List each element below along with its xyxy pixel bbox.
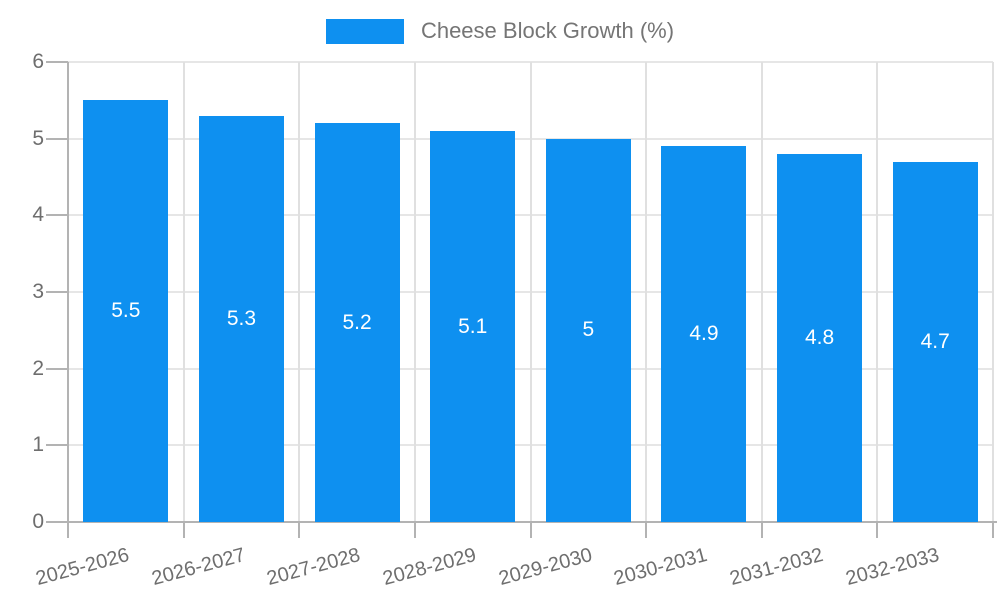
- x-axis-tick: [645, 522, 648, 538]
- y-axis-tick: [46, 444, 68, 447]
- x-axis-tick-label: 2026-2027: [149, 543, 248, 590]
- x-grid-line: [876, 62, 879, 522]
- x-axis-tick: [413, 522, 416, 538]
- bar: [430, 131, 516, 522]
- bar: [545, 138, 631, 522]
- y-axis-tick: [46, 521, 68, 523]
- x-axis-tick: [298, 522, 301, 538]
- x-grid-line: [298, 62, 301, 522]
- x-grid-line: [760, 62, 763, 522]
- x-axis-tick-label: 2031-2032: [727, 543, 826, 590]
- bar: [892, 161, 978, 522]
- y-axis-tick-label: 0: [32, 510, 44, 533]
- x-grid-line: [992, 62, 994, 522]
- x-axis-tick-label: 2029-2030: [496, 543, 595, 590]
- bar-value-label: 5.2: [342, 310, 372, 334]
- legend[interactable]: Cheese Block Growth (%): [0, 14, 1000, 48]
- x-axis-tick-label: 2032-2033: [843, 543, 942, 590]
- bar-value-label: 5.3: [226, 306, 257, 330]
- bar-value-label: 5.5: [111, 299, 141, 323]
- x-axis-tick-label: 2030-2031: [611, 543, 710, 590]
- y-axis-tick-label: 3: [32, 280, 44, 303]
- legend-label: Cheese Block Growth (%): [420, 18, 675, 43]
- x-axis-tick: [67, 522, 69, 538]
- x-axis-tick: [992, 522, 994, 538]
- legend-swatch: [325, 18, 404, 44]
- x-axis-tick: [529, 522, 532, 538]
- x-grid-line: [182, 62, 185, 522]
- x-grid-line: [413, 62, 416, 522]
- bar-value-label: 5: [582, 318, 595, 342]
- x-axis-line: [68, 521, 997, 523]
- x-axis-tick-label: 2027-2028: [264, 543, 364, 590]
- y-axis-tick-label: 1: [32, 433, 44, 457]
- bar-value-label: 5.1: [458, 314, 488, 338]
- y-axis-tick: [46, 61, 68, 63]
- x-axis-tick-label: 2028-2029: [380, 543, 479, 590]
- y-axis-tick-label: 6: [32, 50, 44, 73]
- x-grid-line: [529, 62, 532, 522]
- y-axis-tick: [46, 214, 68, 217]
- y-axis-tick: [46, 137, 68, 140]
- bar: [314, 123, 400, 522]
- x-axis-tick: [876, 522, 879, 538]
- bar: [83, 100, 169, 522]
- bar: [198, 115, 284, 522]
- y-axis-tick-label: 4: [32, 203, 44, 227]
- y-axis-tick-label: 2: [32, 356, 44, 380]
- y-axis-tick: [46, 367, 68, 370]
- bar-value-label: 4.7: [920, 329, 950, 353]
- x-axis-tick-label: 2025-2026: [33, 543, 132, 590]
- bar: [661, 146, 747, 522]
- bar: [777, 154, 863, 522]
- x-axis-tick: [182, 522, 185, 538]
- y-axis-tick-label: 5: [32, 126, 44, 150]
- bar-value-label: 4.8: [804, 326, 835, 349]
- y-axis-line: [67, 62, 69, 522]
- x-axis-tick: [760, 522, 763, 538]
- y-axis-tick: [46, 291, 68, 293]
- bar-value-label: 4.9: [689, 322, 719, 346]
- x-grid-line: [645, 62, 648, 522]
